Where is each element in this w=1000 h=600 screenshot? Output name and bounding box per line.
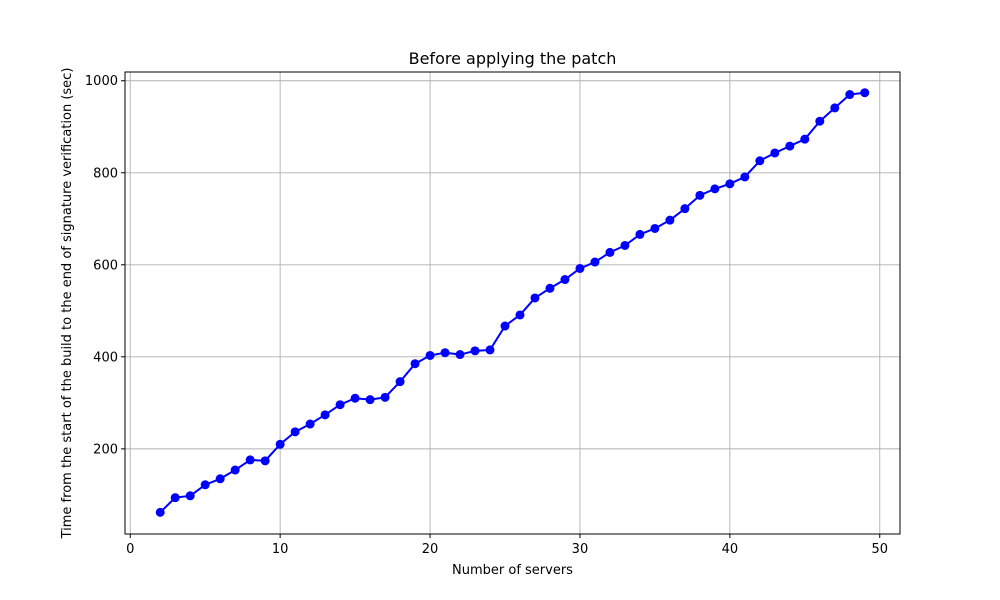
- data-point: [350, 393, 360, 403]
- data-point: [290, 427, 300, 437]
- data-point: [425, 350, 435, 360]
- series-line: [159, 91, 865, 514]
- data-point: [815, 116, 825, 126]
- data-point: [665, 215, 675, 225]
- data-point: [830, 103, 840, 113]
- data-point: [590, 257, 600, 267]
- data-point: [200, 480, 210, 490]
- data-point: [575, 263, 585, 273]
- data-point: [440, 348, 450, 358]
- y-tick-label: 200: [93, 442, 118, 457]
- x-tick-label: 50: [871, 542, 888, 557]
- data-point: [650, 223, 660, 233]
- x-tick-label: 40: [722, 542, 739, 557]
- y-axis-label: Time from the start of the build to the …: [60, 68, 75, 540]
- data-point: [740, 172, 750, 182]
- plot-frame: [124, 71, 901, 535]
- series-layer: [155, 88, 870, 517]
- data-point: [635, 229, 645, 239]
- data-point: [170, 493, 180, 503]
- data-point: [485, 345, 495, 355]
- data-point: [560, 275, 570, 285]
- y-tick-label: 600: [93, 258, 118, 273]
- data-point: [800, 134, 810, 144]
- data-point: [455, 350, 465, 360]
- data-point: [755, 156, 765, 166]
- data-point: [725, 179, 735, 189]
- x-tick-label: 30: [572, 542, 589, 557]
- data-point: [305, 419, 315, 429]
- data-point: [380, 392, 390, 402]
- data-point: [515, 310, 525, 320]
- data-point: [470, 346, 480, 356]
- data-point: [605, 247, 615, 257]
- y-tick-label: 800: [93, 166, 118, 181]
- data-point: [785, 141, 795, 151]
- x-axis-label: Number of servers: [452, 563, 573, 578]
- y-tick-label: 400: [93, 350, 118, 365]
- data-point: [215, 474, 225, 484]
- grid-layer: [125, 72, 900, 534]
- data-point: [245, 455, 255, 465]
- data-point: [410, 359, 420, 369]
- data-point: [500, 321, 510, 331]
- data-point: [395, 377, 405, 387]
- data-point: [320, 410, 330, 420]
- data-point: [185, 491, 195, 501]
- data-point: [260, 456, 270, 466]
- data-point: [680, 204, 690, 214]
- data-point: [335, 400, 345, 410]
- data-point: [770, 148, 780, 158]
- x-tick-label: 10: [272, 542, 289, 557]
- data-point: [155, 507, 165, 517]
- data-point: [530, 293, 540, 303]
- data-point: [230, 465, 240, 475]
- data-point: [365, 395, 375, 405]
- data-point: [275, 439, 285, 449]
- ticks-layer: 0 10 20 30 40 50 200 400 600 800 1000: [85, 74, 888, 557]
- data-point: [695, 190, 705, 200]
- data-point: [860, 88, 870, 98]
- data-point: [620, 240, 630, 250]
- chart-title: Before applying the patch: [409, 49, 617, 68]
- y-tick-label: 1000: [85, 74, 118, 89]
- x-tick-label: 0: [126, 542, 134, 557]
- x-tick-label: 20: [422, 542, 439, 557]
- data-point: [710, 184, 720, 194]
- data-point: [545, 283, 555, 293]
- data-point: [845, 90, 855, 100]
